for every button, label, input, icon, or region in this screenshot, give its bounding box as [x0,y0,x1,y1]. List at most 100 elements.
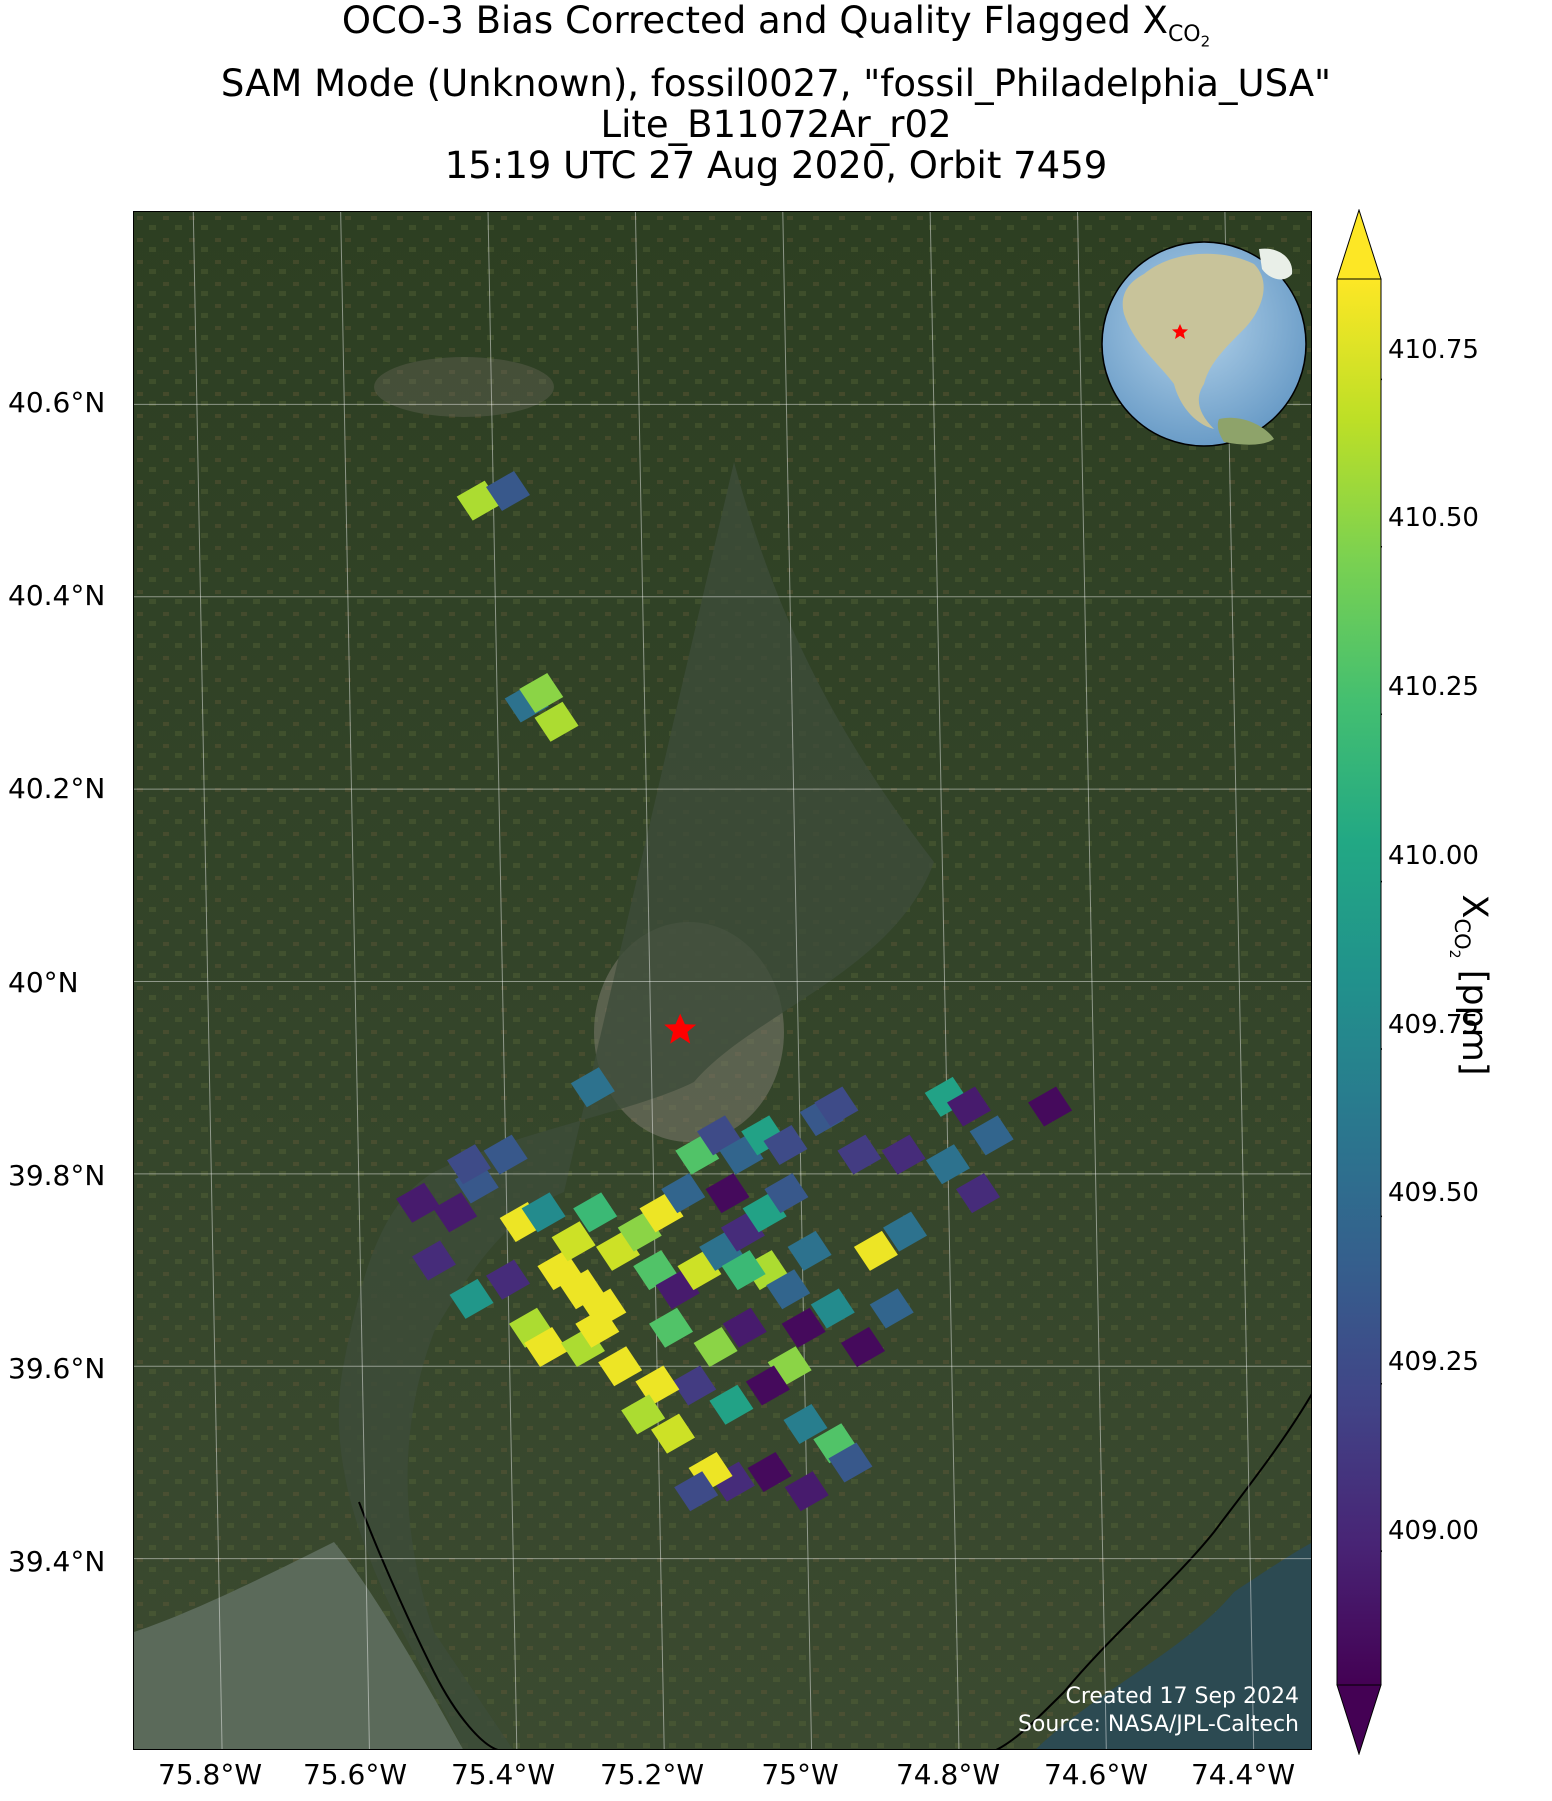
globe-star-icon [1172,324,1188,339]
xco2-sounding [810,1288,855,1329]
target-star-icon [664,1013,697,1044]
title-line-2: SAM Mode (Unknown), fossil0027, "fossil_… [220,61,1332,105]
title-line-1: OCO-3 Bias Corrected and Quality Flagged… [341,0,1211,51]
xco2-sounding [651,1413,696,1454]
colorbar-tick-label: 409.25 [1388,1347,1479,1377]
lat-tick-label: 40°N [8,966,79,999]
xco2-sounding [764,1173,809,1214]
lon-gridline [487,212,518,1749]
lat-tick-label: 40.6°N [8,386,106,419]
delaware-bay [134,1542,463,1749]
colorbar-ticks [1381,378,1382,1552]
lon-gridline [1077,212,1107,1749]
lat-tick-label: 39.8°N [8,1159,106,1192]
colorbar-tick-label: 410.00 [1388,841,1479,871]
xco2-sounding [881,1134,926,1175]
xco2-sounding [621,1394,666,1435]
title-line-4: 15:19 UTC 27 Aug 2020, Orbit 7459 [444,143,1108,187]
figure-title: OCO-3 Bias Corrected and Quality Flagged… [0,0,1552,186]
lat-tick-label: 39.4°N [8,1545,106,1578]
colorbar-tick-label: 409.50 [1388,1178,1479,1208]
xco2-sounding [570,1067,615,1108]
xco2-sounding [745,1365,790,1406]
xco2-sounding [672,1365,717,1406]
xco2-sounding [411,1240,456,1281]
xco2-sounding [969,1115,1014,1156]
xco2-sounding [763,1125,808,1166]
lon-gridline [929,212,960,1749]
colorbar-extend-bottom [1336,1684,1382,1755]
globe-north-america [1122,253,1264,429]
lon-tick-label: 75.6°W [302,1758,408,1791]
xco2-sounding [947,1086,992,1127]
xco2-sounding [747,1452,792,1493]
xco2-sounding [433,1192,478,1233]
xco2-sounding [1028,1086,1073,1127]
colorbar-extend-top [1336,209,1382,280]
lat-tick-label: 39.6°N [8,1352,106,1385]
globe-greenland [1259,248,1293,280]
colorbar-tick-label: 410.25 [1388,672,1479,702]
xco2-sounding [524,1327,569,1368]
atlantic-ocean [1036,1543,1311,1749]
xco2-sounding [649,1307,694,1348]
map-panel[interactable]: Created 17 Sep 2024 Source: NASA/JPL-Cal… [133,211,1312,1750]
gridlines [134,212,1311,1749]
lat-tick-label: 40.4°N [8,579,106,612]
coastline [358,1501,499,1749]
xco2-sounding [721,1250,766,1291]
credit-text: Created 17 Sep 2024 Source: NASA/JPL-Cal… [1018,1683,1299,1739]
colorbar-tick-label: 410.50 [1388,503,1479,533]
xco2-sounding [573,1192,618,1233]
xco2-sounding [784,1471,829,1512]
xco2-sounding [869,1288,914,1329]
credit-source: Source: NASA/JPL-Caltech [1017,1712,1299,1737]
xco2-sounding [396,1182,441,1223]
delaware-river [338,462,934,1749]
xco2-sounding [814,1086,859,1127]
colorbar-label: XCO2 [ppm] [1445,894,1495,1076]
xco2-sounding [705,1173,750,1214]
lat-tick-label: 40.2°N [8,772,106,805]
xco2-sounding [781,1307,826,1348]
xco2-sounding [693,1327,738,1368]
lon-tick-label: 74.4°W [1190,1758,1296,1791]
lon-tick-label: 75.2°W [599,1758,705,1791]
xco2-sounding [837,1134,882,1175]
xco2-sounding [853,1230,898,1271]
lon-tick-label: 75.8°W [157,1758,263,1791]
colorbar [1336,209,1382,1755]
xco2-soundings [396,470,1073,1512]
title-subscript: CO2 [1167,22,1211,51]
xco2-sounding [828,1442,873,1483]
xco2-sounding [598,1346,643,1387]
globe-south-america [1217,417,1274,445]
map-canvas [134,212,1311,1749]
coastline-nj [995,1393,1311,1749]
lon-gridline [1224,212,1255,1749]
xco2-sounding [447,1144,492,1185]
colorbar-tick-label: 410.75 [1388,335,1479,365]
xco2-sounding [519,672,564,713]
xco2-sounding [925,1144,970,1185]
lon-tick-label: 75°W [761,1758,839,1791]
lon-tick-label: 74.8°W [895,1758,1001,1791]
lon-tick-label: 75.4°W [450,1758,556,1791]
xco2-sounding [534,701,579,742]
colorbar-tick-label: 409.75 [1388,1010,1479,1040]
colorbar-body [1336,278,1382,1686]
xco2-sounding [722,1307,767,1348]
xco2-sounding [674,1471,719,1512]
title-line-3: Lite_B11072Ar_r02 [600,102,952,146]
xco2-sounding [709,1384,754,1425]
xco2-sounding [521,1192,566,1233]
xco2-sounding [575,1307,620,1348]
lon-gridline [340,212,370,1749]
xco2-sounding [485,470,530,511]
xco2-sounding [766,1269,811,1310]
xco2-sounding [955,1173,1000,1214]
urban-area-north [374,357,554,417]
xco2-sounding [783,1403,828,1444]
colorbar-tick-label: 409.00 [1388,1516,1479,1546]
lon-gridline [634,212,665,1749]
